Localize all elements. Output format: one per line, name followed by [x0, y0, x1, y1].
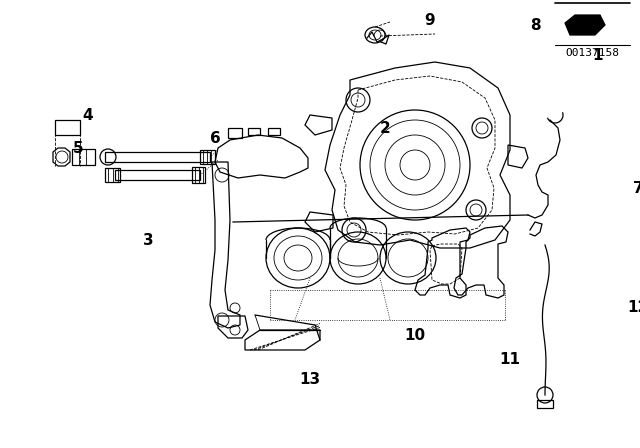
Text: 8: 8: [530, 17, 540, 33]
Text: 11: 11: [499, 353, 520, 367]
Text: 9: 9: [425, 13, 435, 27]
Text: 5: 5: [73, 141, 83, 155]
Text: 1: 1: [593, 47, 604, 63]
Text: O0137158: O0137158: [566, 48, 620, 58]
Text: 10: 10: [404, 327, 426, 343]
Text: 12: 12: [627, 301, 640, 315]
Text: 7: 7: [633, 181, 640, 195]
Text: 2: 2: [380, 121, 390, 135]
Text: 6: 6: [210, 130, 220, 146]
Text: 3: 3: [143, 233, 154, 247]
Text: 4: 4: [83, 108, 93, 122]
Polygon shape: [565, 15, 605, 35]
Text: 13: 13: [300, 372, 321, 388]
